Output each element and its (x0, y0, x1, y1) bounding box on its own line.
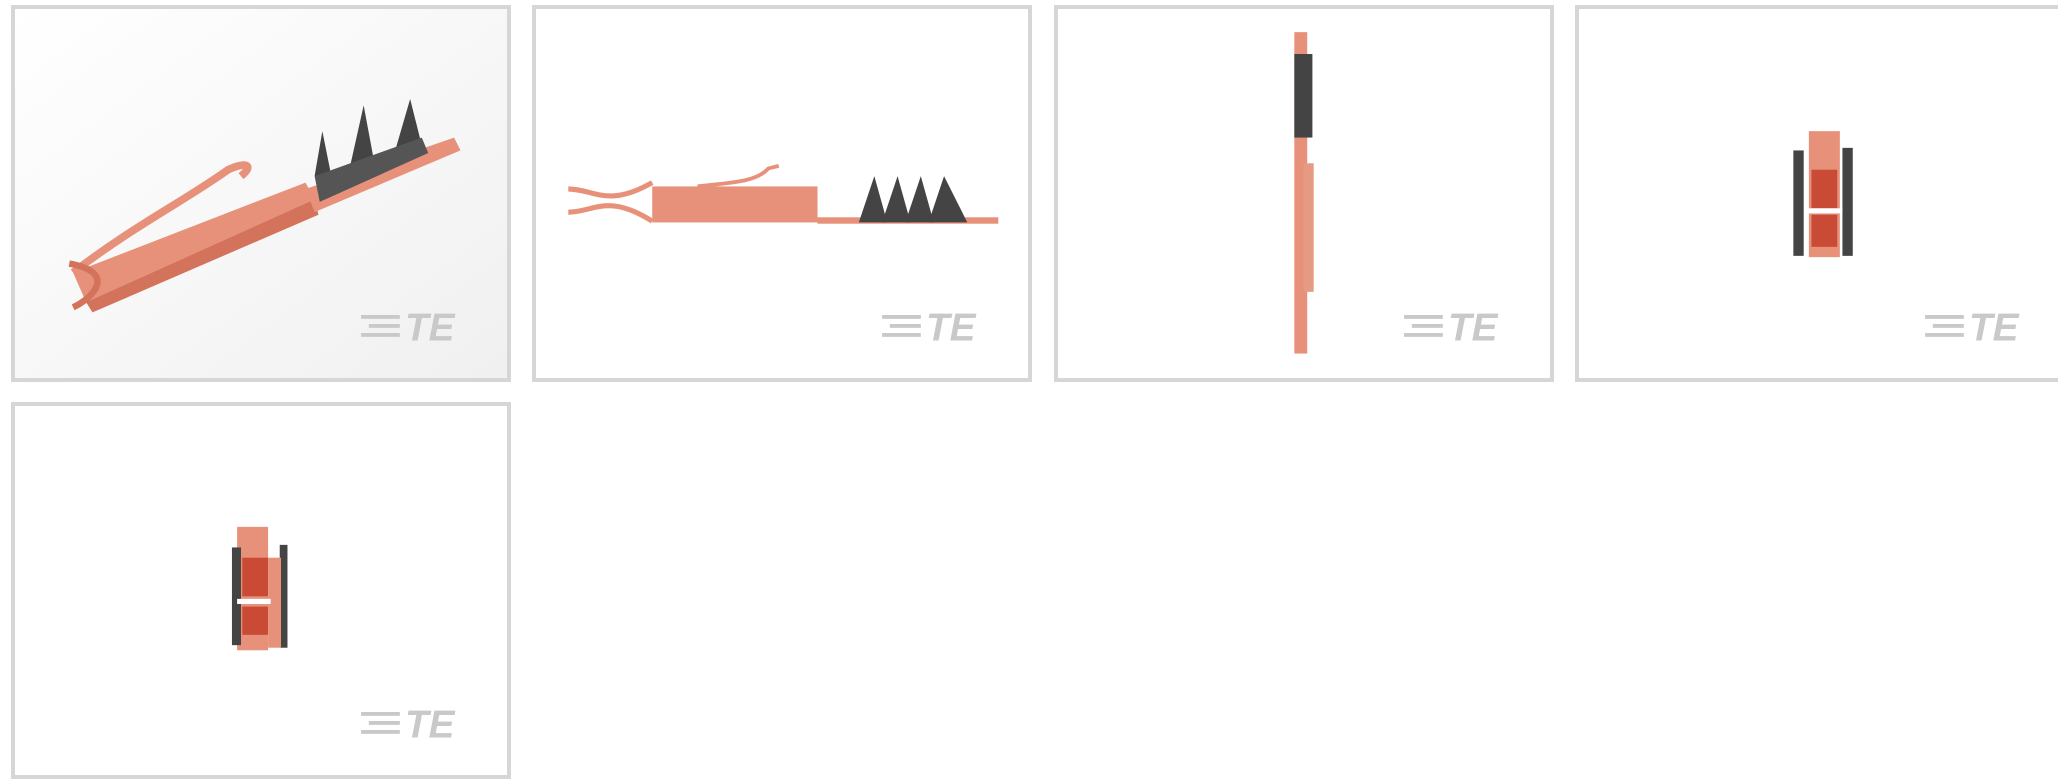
logo: TE (882, 307, 977, 350)
thumbnail[interactable]: TE (1054, 5, 1554, 382)
logo-text: TE (926, 307, 977, 350)
logo: TE (1404, 307, 1499, 350)
product-image: TE (15, 9, 507, 378)
thumbnail[interactable]: TE (532, 5, 1032, 382)
thumbnail[interactable]: TE (11, 402, 511, 779)
product-image: TE (1058, 9, 1550, 378)
logo: TE (1925, 307, 2020, 350)
thumbnail[interactable]: TE (1575, 5, 2058, 382)
logo: TE (361, 704, 456, 747)
product-image: TE (1579, 9, 2058, 378)
product-image: TE (15, 406, 507, 775)
logo-text: TE (1448, 307, 1499, 350)
logo-text: TE (405, 307, 456, 350)
thumbnail[interactable]: TE (11, 5, 511, 382)
logo-text: TE (1969, 307, 2020, 350)
logo-text: TE (405, 704, 456, 747)
page: TE TE TE TE (0, 0, 2058, 774)
product-image: TE (536, 9, 1028, 378)
